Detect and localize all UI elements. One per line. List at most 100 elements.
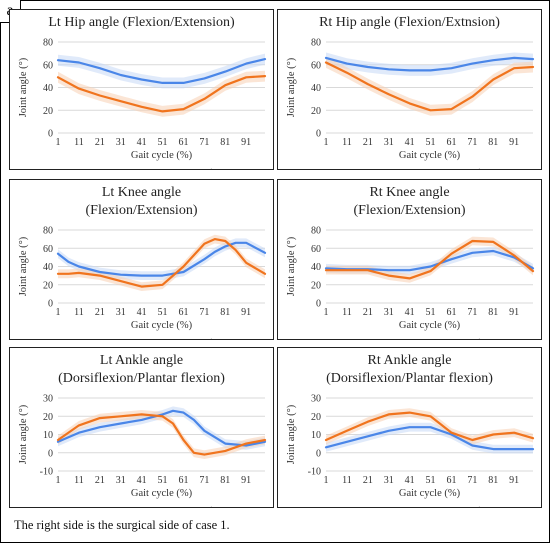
x-axis-label: Gait cycle (%) <box>399 488 461 499</box>
chart-title: Rt Hip angle (Flexion/Extnsion) <box>278 14 541 32</box>
x-tick-label: 51 <box>158 137 168 148</box>
y-axis-label: Joint angle (°) <box>286 57 297 117</box>
y-axis-label: Joint angle (°) <box>18 236 29 296</box>
chart-title-line: (Dorsiflexion/Plantar flexion) <box>326 371 493 386</box>
x-tick-label: 11 <box>74 137 84 148</box>
chart-rt-hip: Rt Hip angle (Flexion/Extnsion) 0 20 40 60 8… <box>277 9 542 170</box>
x-tick-label: 61 <box>178 137 188 148</box>
x-tick-label: 61 <box>446 137 456 148</box>
x-tick-label: 91 <box>509 137 519 148</box>
x-tick-label: 31 <box>384 475 394 486</box>
x-tick-label: 81 <box>220 307 230 318</box>
x-tick-label: 51 <box>158 475 168 486</box>
legend-label-pre: pre <box>128 505 141 508</box>
series-line-post <box>56 75 267 113</box>
chart-lt-hip: Lt Hip angle (Flexion/Extension) 0 20 40 60… <box>9 9 274 170</box>
x-tick-label: 31 <box>116 475 126 486</box>
series-sd-band <box>58 234 265 291</box>
y-tick-label: 80 <box>311 226 321 237</box>
y-tick-label: 40 <box>311 262 321 273</box>
x-axis-label: Gait cycle (%) <box>399 320 461 331</box>
series-sd-band <box>58 410 265 459</box>
y-tick-label: 20 <box>311 280 321 291</box>
x-tick-label: 41 <box>405 137 415 148</box>
series-line-pre <box>324 426 535 451</box>
y-tick-label: 40 <box>43 83 53 94</box>
x-axis-label: Gait cycle (%) <box>131 488 193 499</box>
series-line-post <box>324 61 535 112</box>
y-axis-label: Joint angle (°) <box>286 404 297 464</box>
x-tick-label: 11 <box>342 475 352 486</box>
y-tick-label: 20 <box>43 106 53 117</box>
x-tick-label: 1 <box>56 137 61 148</box>
x-tick-label: 41 <box>137 307 147 318</box>
x-tick-label: 11 <box>342 137 352 148</box>
legend-label-post: post <box>196 167 213 170</box>
chart-title-line: Rt Ankle angle <box>367 353 452 368</box>
chart-title: Lt Ankle angle (Dorsiflexion/Plantar fle… <box>10 352 273 388</box>
legend-label-pre: pre <box>396 337 409 340</box>
x-tick-label: 41 <box>405 307 415 318</box>
x-tick-label: 61 <box>446 307 456 318</box>
x-tick-label: 1 <box>324 475 329 486</box>
y-axis-label: Joint angle (°) <box>286 236 297 296</box>
x-axis-label: Gait cycle (%) <box>131 320 193 331</box>
chart-title-line: Lt Knee angle <box>101 185 182 200</box>
x-tick-label: 71 <box>467 137 477 148</box>
x-tick-label: 31 <box>384 307 394 318</box>
series-line-post <box>56 413 267 456</box>
x-tick-label: 21 <box>95 137 105 148</box>
x-tick-label: 91 <box>241 137 251 148</box>
y-tick-label: 40 <box>311 83 321 94</box>
x-tick-label: 81 <box>488 475 498 486</box>
x-tick-label: 21 <box>95 475 105 486</box>
x-tick-label: 31 <box>116 307 126 318</box>
y-tick-label: 10 <box>311 430 321 441</box>
x-tick-label: 61 <box>178 475 188 486</box>
x-tick-label: 51 <box>426 307 436 318</box>
y-tick-label: 60 <box>311 60 321 71</box>
chart-title-line: Lt Ankle angle <box>99 353 184 368</box>
legend-label-post: post <box>464 505 481 508</box>
y-tick-label: 30 <box>311 394 321 405</box>
chart-title: Lt Hip angle (Flexion/Extension) <box>10 14 273 32</box>
chart-title: Rt Ankle angle (Dorsiflexion/Plantar fle… <box>278 352 541 388</box>
y-tick-label: 60 <box>311 244 321 255</box>
x-axis-label: Gait cycle (%) <box>399 150 461 161</box>
x-tick-label: 21 <box>363 137 373 148</box>
y-tick-label: 20 <box>43 412 53 423</box>
chart-title-line: (Flexion/Extension) <box>353 203 466 218</box>
chart-title-line: (Dorsiflexion/Plantar flexion) <box>58 371 225 386</box>
y-tick-label: 80 <box>43 226 53 237</box>
y-tick-label: 80 <box>311 38 321 49</box>
series-sd-band <box>326 422 533 454</box>
series-sd-band <box>326 246 533 275</box>
series-line-post <box>56 238 267 288</box>
x-tick-label: 41 <box>137 137 147 148</box>
x-tick-label: 21 <box>363 307 373 318</box>
series-line-pre <box>56 409 267 447</box>
x-tick-label: 41 <box>405 475 415 486</box>
x-tick-label: 1 <box>324 137 329 148</box>
x-tick-label: 51 <box>426 137 436 148</box>
y-tick-label: 0 <box>316 448 321 459</box>
x-tick-label: 11 <box>74 475 84 486</box>
y-tick-label: -10 <box>308 467 321 478</box>
x-tick-label: 31 <box>384 137 394 148</box>
x-tick-label: 21 <box>363 475 373 486</box>
series-line-post <box>324 411 535 442</box>
x-tick-label: 71 <box>199 307 209 318</box>
x-tick-label: 91 <box>509 307 519 318</box>
x-tick-label: 71 <box>467 475 477 486</box>
chart-title-line: Rt Knee angle <box>369 185 450 200</box>
x-tick-label: 81 <box>488 137 498 148</box>
y-tick-label: 0 <box>48 299 53 310</box>
legend-label-post: post <box>464 337 481 340</box>
y-tick-label: 40 <box>43 262 53 273</box>
x-tick-label: 1 <box>56 307 61 318</box>
footnote: The right side is the surgical side of c… <box>14 518 230 532</box>
chart-title-line: Rt Hip angle (Flexion/Extnsion) <box>319 15 500 30</box>
x-tick-label: 11 <box>342 307 352 318</box>
y-tick-label: -10 <box>40 467 53 478</box>
